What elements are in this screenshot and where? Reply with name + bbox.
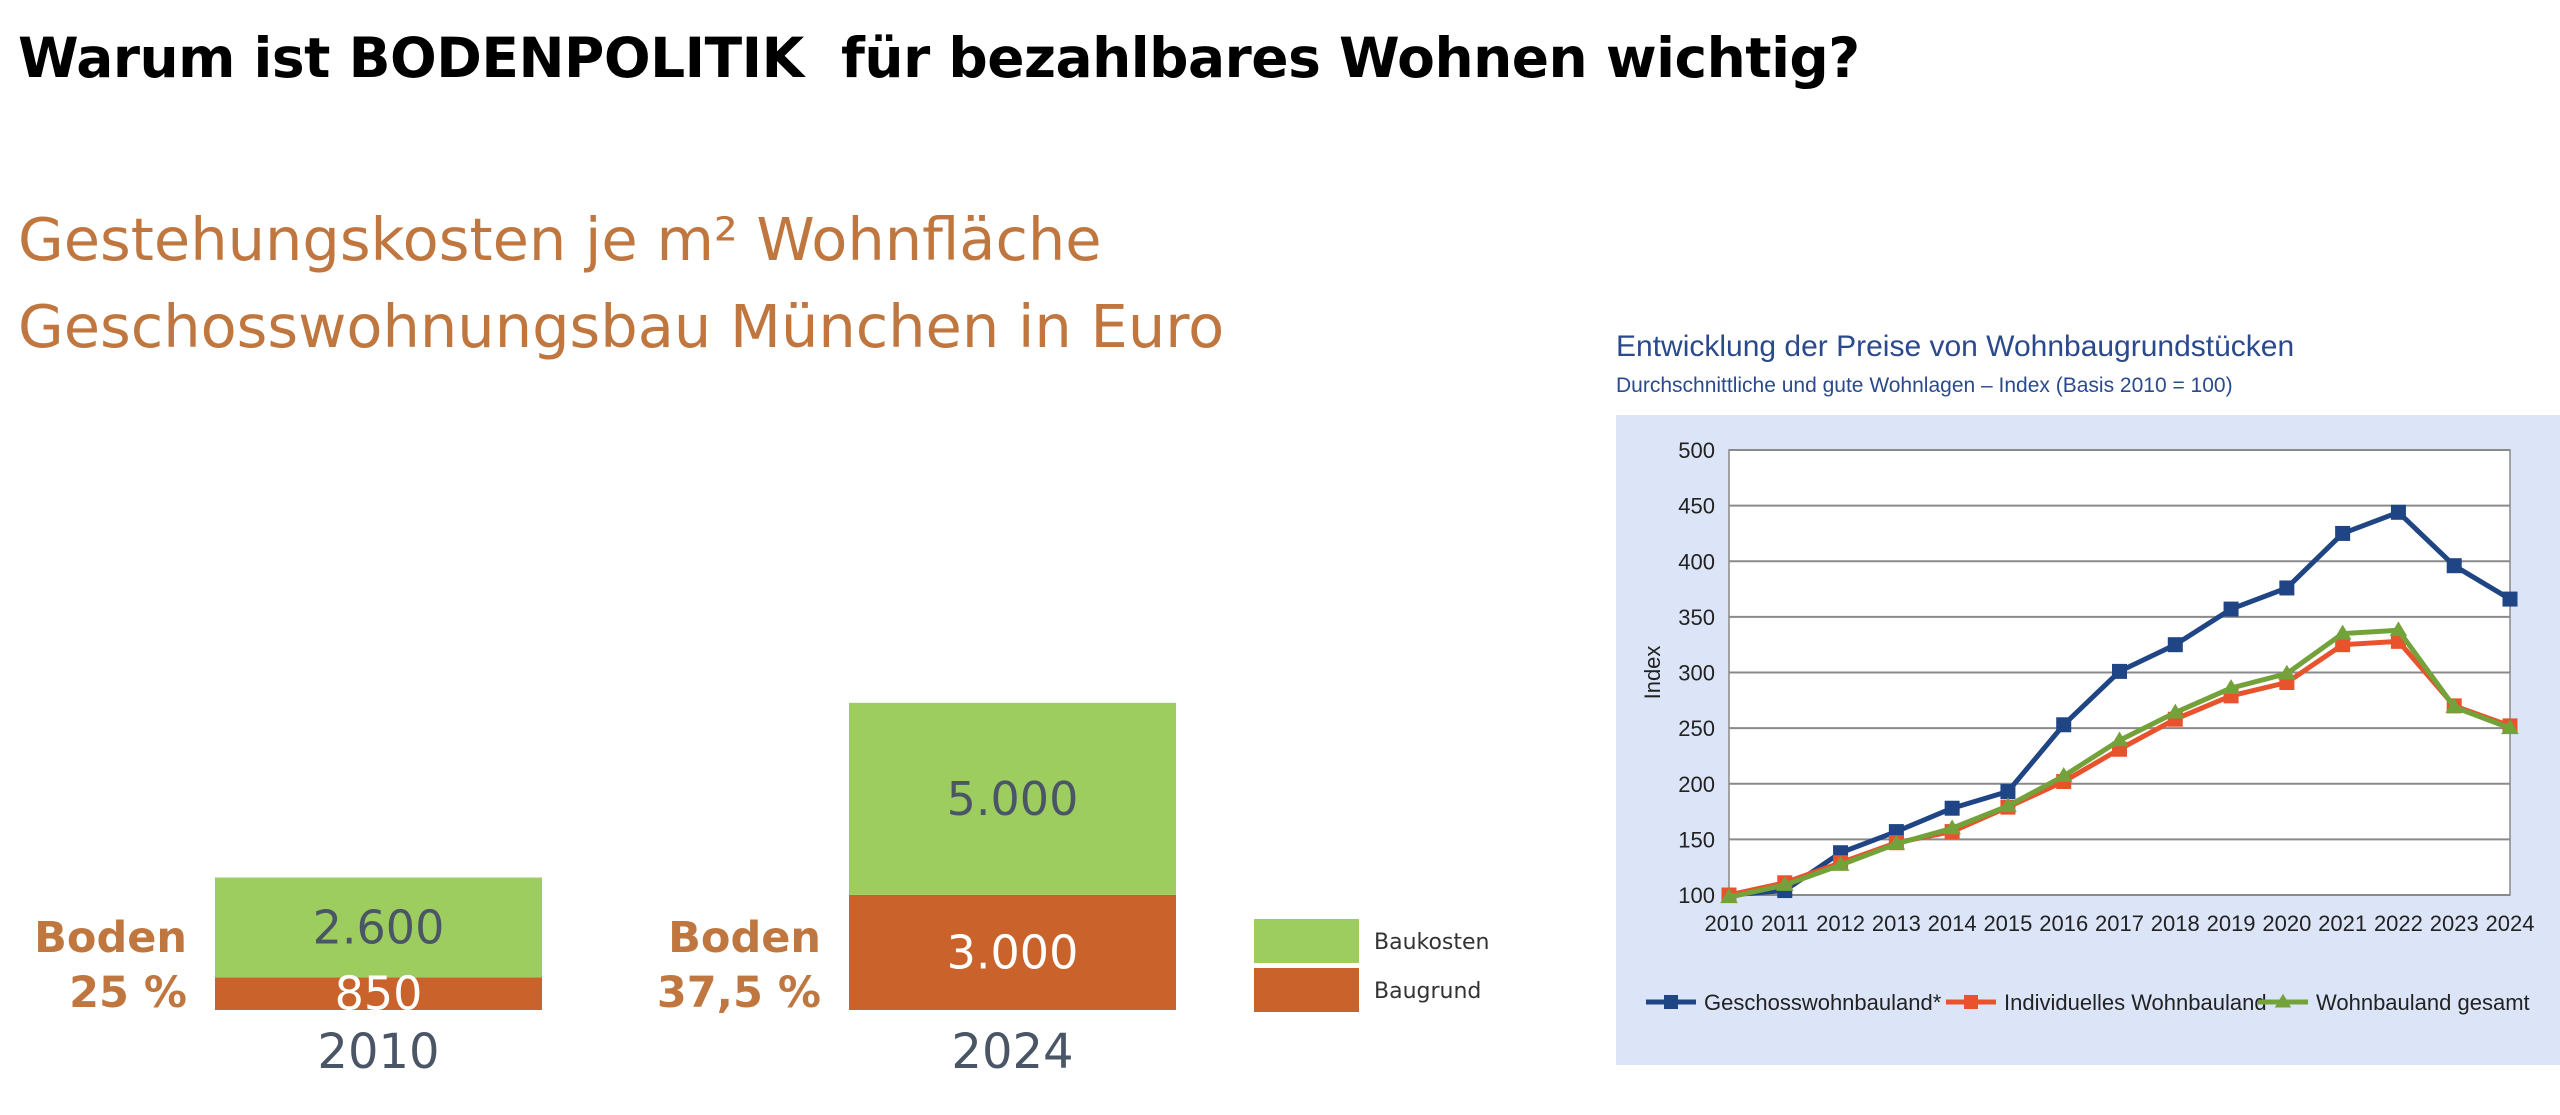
point-wohnbauland-gesamt-2014 [1943,819,1961,835]
side-label-value-2024: 37,5 % [657,968,821,1018]
x-tick-label-2011: 2011 [1761,911,1808,936]
legend-label-baugrund: Baugrund [1374,979,1481,1004]
point-geschosswohnbauland-2022 [2390,504,2406,520]
point-wohnbauland-gesamt-2010 [1720,888,1738,904]
legend-swatch-baukosten [1254,919,1359,963]
y-tick-label-350: 350 [1678,605,1715,630]
x-tick-label-2021: 2021 [2318,911,2367,936]
bar-value-label-baukosten-2010: 2.600 [313,900,445,954]
point-wohnbauland-gesamt-2022 [2389,621,2408,637]
x-tick-label-2018: 2018 [2151,911,2200,936]
x-tick-label-2015: 2015 [1983,911,2032,936]
x-tick-label-2022: 2022 [2374,911,2423,936]
point-wohnbauland-gesamt-2016 [2054,767,2073,782]
point-geschosswohnbauland-2015 [2000,784,2016,800]
point-geschosswohnbauland-2020 [2279,580,2295,596]
bar-baugrund-2024 [849,894,1176,1010]
legend-marker-wohnbauland-gesamt [2274,993,2292,1008]
point-geschosswohnbauland-2019 [2223,601,2239,617]
point-wohnbauland-gesamt-2017 [2110,731,2129,747]
legend-swatch-baugrund [1254,968,1359,1012]
y-tick-label-100: 100 [1678,883,1715,908]
point-wohnbauland-gesamt-2021 [2333,624,2352,640]
y-axis-label: Index [1640,646,1665,700]
point-geschosswohnbauland-2018 [2167,637,2183,653]
bar-value-label-baugrund-2010: 850 [335,967,423,1021]
legend-label-geschosswohnbauland: Geschosswohnbauland* [1704,990,1942,1015]
y-tick-label-250: 250 [1678,716,1715,741]
bar-chart-title-line-2: Geschosswohnungsbau München in Euro [18,292,1225,361]
bar-baugrund-2010 [215,977,542,1010]
x-tick-label-2016: 2016 [2039,911,2088,936]
legend-marker-individuelles-wohnbauland [1964,995,1978,1009]
y-tick-label-450: 450 [1678,494,1715,519]
point-wohnbauland-gesamt-2023 [2445,698,2464,713]
legend-label-wohnbauland-gesamt: Wohnbauland gesamt [2316,990,2530,1015]
side-label-title-2024: Boden [668,913,821,963]
point-wohnbauland-gesamt-2011 [1775,876,1794,891]
bar-category-label-2010: 2010 [317,1024,439,1080]
x-tick-label-2017: 2017 [2095,911,2144,936]
point-wohnbauland-gesamt-2015 [1999,797,2017,812]
point-wohnbauland-gesamt-2018 [2166,703,2185,719]
point-wohnbauland-gesamt-2019 [2222,679,2240,695]
x-tick-label-2020: 2020 [2262,911,2311,936]
line-chart-title: Entwicklung der Preise von Wohnbaugrunds… [1616,330,2294,363]
bar-baukosten-2010 [215,877,542,978]
x-tick-label-2012: 2012 [1816,911,1865,936]
x-tick-label-2014: 2014 [1928,911,1977,936]
y-tick-label-200: 200 [1678,772,1715,797]
x-tick-label-2024: 2024 [2486,911,2535,936]
page-title: Warum ist BODENPOLITIK für bezahlbares W… [18,26,1860,90]
x-tick-label-2019: 2019 [2207,911,2256,936]
point-geschosswohnbauland-2014 [1944,800,1960,816]
x-tick-label-2010: 2010 [1705,911,1754,936]
y-tick-label-500: 500 [1678,438,1715,463]
point-wohnbauland-gesamt-2024 [2501,719,2519,735]
legend-label-individuelles-wohnbauland: Individuelles Wohnbauland [2004,990,2267,1015]
y-tick-label-400: 400 [1678,549,1715,574]
y-tick-label-300: 300 [1678,661,1715,686]
side-label-title-2010: Boden [34,913,187,963]
side-label-value-2010: 25 % [69,968,187,1018]
x-tick-label-2023: 2023 [2430,911,2479,936]
legend-marker-geschosswohnbauland [1664,995,1678,1009]
point-geschosswohnbauland-2016 [2056,717,2072,733]
point-wohnbauland-gesamt-2020 [2278,664,2296,680]
line-chart-subtitle: Durchschnittliche und gute Wohnlagen – I… [1616,374,2233,397]
point-geschosswohnbauland-2021 [2335,525,2351,541]
bar-value-label-baukosten-2024: 5.000 [947,772,1079,826]
y-tick-label-150: 150 [1678,827,1715,852]
point-geschosswohnbauland-2023 [2446,558,2462,574]
point-wohnbauland-gesamt-2013 [1887,834,1906,850]
point-geschosswohnbauland-2024 [2502,591,2518,607]
line-chart: Entwicklung der Preise von Wohnbaugrunds… [1616,330,2560,1065]
legend-label-baukosten: Baukosten [1374,930,1490,955]
point-wohnbauland-gesamt-2012 [1831,856,1850,871]
point-geschosswohnbauland-2017 [2112,663,2127,679]
bar-baukosten-2024 [849,702,1176,895]
x-tick-label-2013: 2013 [1872,911,1921,936]
bar-value-label-baugrund-2024: 3.000 [947,925,1079,979]
bar-chart-title-line-1: Gestehungskosten je m² Wohnfläche [18,205,1102,274]
point-individuelles-wohnbauland-2021 [2335,637,2351,653]
bar-category-label-2024: 2024 [951,1024,1073,1080]
